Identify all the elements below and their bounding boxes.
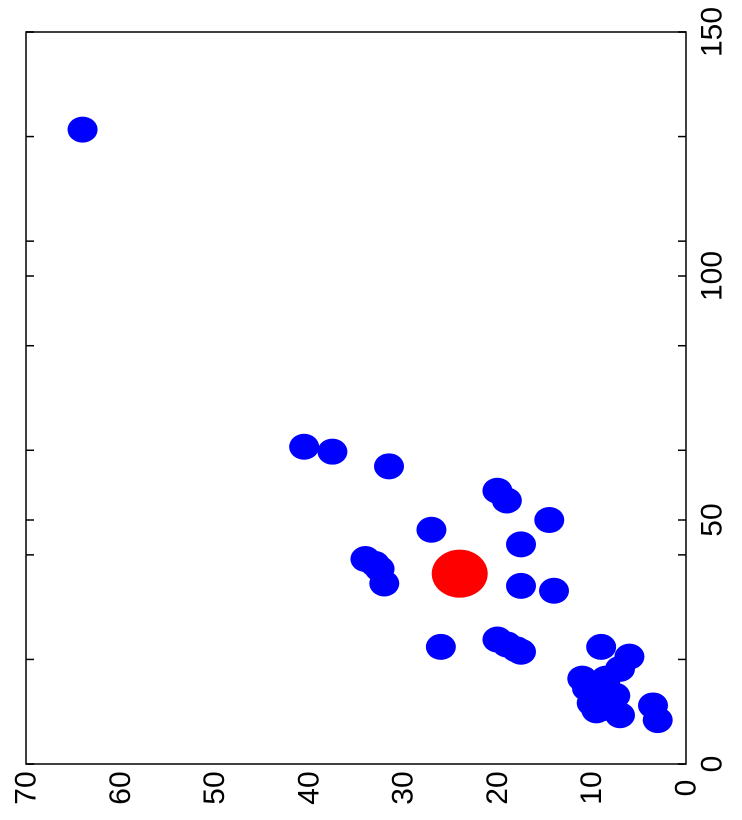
- data-point: [416, 516, 447, 543]
- data-point: [506, 531, 536, 558]
- data-point: [539, 577, 569, 604]
- data-point: [586, 633, 617, 660]
- y-tick-label: 150: [696, 7, 729, 57]
- data-point: [581, 697, 612, 724]
- x-tick-label: 50: [198, 771, 231, 804]
- data-point: [642, 707, 673, 734]
- data-point: [534, 507, 565, 533]
- x-tick-label: 60: [104, 771, 137, 804]
- data-point: [425, 633, 456, 660]
- x-tick-label: 30: [387, 771, 420, 804]
- x-tick-label: 70: [10, 771, 43, 804]
- data-point: [605, 702, 635, 729]
- y-tick-label: 50: [696, 503, 729, 536]
- point-group: [67, 116, 673, 734]
- x-tick-label: 10: [575, 771, 608, 804]
- plot-area: [25, 31, 687, 765]
- data-point: [374, 453, 404, 480]
- data-point: [506, 572, 536, 599]
- y-tick-label: 0: [696, 756, 729, 773]
- tick-group: [26, 31, 686, 765]
- centroid-point: [431, 549, 488, 598]
- data-point: [289, 433, 320, 460]
- y-tick-label: 100: [696, 251, 729, 301]
- data-point: [491, 487, 522, 514]
- data-point: [67, 116, 98, 143]
- x-tick-label: 0: [670, 780, 703, 797]
- data-point: [317, 438, 348, 465]
- x-tick-label: 40: [292, 771, 325, 804]
- data-point: [506, 638, 536, 665]
- x-tick-label: 20: [481, 771, 514, 804]
- data-point: [369, 570, 400, 597]
